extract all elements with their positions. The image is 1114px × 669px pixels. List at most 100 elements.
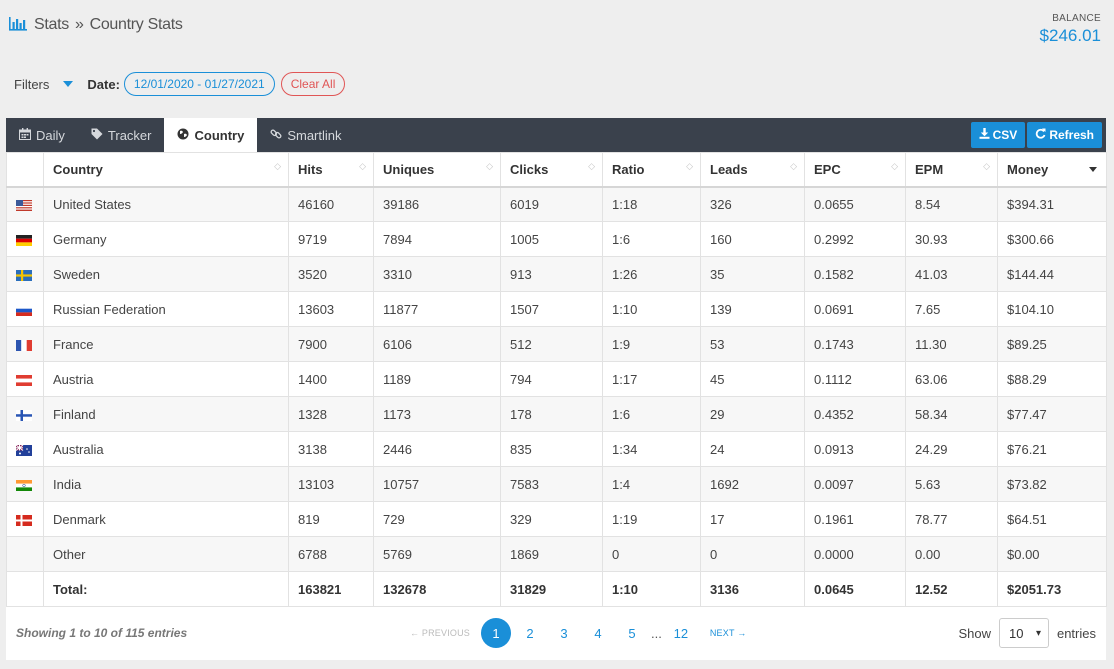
column-header-money[interactable]: Money xyxy=(997,152,1107,188)
refresh-button[interactable]: Refresh xyxy=(1027,122,1102,148)
cell-epm: 0.00 xyxy=(905,536,998,572)
cell-uniques: 6106 xyxy=(373,326,501,362)
breadcrumb-stats-link[interactable]: Stats xyxy=(34,15,69,33)
country-stats-table: Country ◇ Hits ◇ Uniques ◇ Clicks ◇ Ratio ◇ L… xyxy=(6,152,1107,607)
date-range-pill[interactable]: 12/01/2020 - 01/27/2021 xyxy=(123,72,275,96)
filters-toggle[interactable]: Filters xyxy=(14,76,50,92)
cell-money: $77.47 xyxy=(997,396,1107,432)
csv-button[interactable]: CSV xyxy=(970,122,1026,148)
sort-icon: ◇ xyxy=(274,161,281,171)
pagination-ellipsis: ... xyxy=(651,625,662,641)
page-size-select[interactable]: 10 ▾ xyxy=(998,618,1049,648)
fi-flag-icon xyxy=(16,407,32,422)
column-header-clicks[interactable]: Clicks ◇ xyxy=(500,152,603,188)
show-label: Show xyxy=(958,625,991,641)
cell-money: $144.44 xyxy=(997,256,1107,292)
cell-ratio: 1:6 xyxy=(602,396,701,432)
au-flag-icon xyxy=(16,442,32,457)
cell-hits: 1400 xyxy=(288,361,374,397)
table-row: France 7900 6106 512 1:9 53 0.1743 11.30 $89.25 xyxy=(6,326,1107,362)
cell-ratio: 1:10 xyxy=(602,291,701,327)
cell-clicks: 178 xyxy=(500,396,603,432)
flag-cell xyxy=(6,291,44,327)
tab-smartlink-label: Smartlink xyxy=(287,127,342,143)
cell-epc: 0.1743 xyxy=(804,326,906,362)
previous-page-button[interactable]: ← PREVIOUS xyxy=(410,628,471,638)
stats-panel: Daily Tracker Country Smartlink xyxy=(6,118,1107,660)
total-clicks: 31829 xyxy=(500,571,603,607)
page-4-button[interactable]: 4 xyxy=(594,625,602,641)
cell-money: $394.31 xyxy=(997,186,1107,222)
cell-epm: 5.63 xyxy=(905,466,998,502)
cell-leads: 17 xyxy=(700,501,805,537)
sort-icon: ◇ xyxy=(790,161,797,171)
page-3-button[interactable]: 3 xyxy=(560,625,568,641)
cell-hits: 6788 xyxy=(288,536,374,572)
cell-uniques: 7894 xyxy=(373,221,501,257)
tab-daily[interactable]: Daily xyxy=(6,118,78,152)
caret-down-icon[interactable] xyxy=(63,81,74,87)
us-flag-icon xyxy=(16,197,32,212)
cell-leads: 160 xyxy=(700,221,805,257)
de-flag-icon xyxy=(16,232,32,247)
cell-country: Other xyxy=(43,536,289,572)
total-epm: 12.52 xyxy=(905,571,998,607)
cell-leads: 24 xyxy=(700,431,805,467)
clear-all-button[interactable]: Clear All xyxy=(280,72,346,96)
page-5-button[interactable]: 5 xyxy=(628,625,636,641)
page-12-button[interactable]: 12 xyxy=(673,625,689,641)
sort-icon: ◇ xyxy=(686,161,693,171)
cell-hits: 13603 xyxy=(288,291,374,327)
column-header-ratio[interactable]: Ratio ◇ xyxy=(602,152,701,188)
cell-epc: 0.0913 xyxy=(804,431,906,467)
flag-cell xyxy=(6,396,44,432)
cell-hits: 3520 xyxy=(288,256,374,292)
column-header-uniques[interactable]: Uniques ◇ xyxy=(373,152,501,188)
cell-money: $76.21 xyxy=(997,431,1107,467)
globe-icon xyxy=(177,128,189,143)
balance-display: BALANCE $246.01 xyxy=(1040,13,1101,46)
cell-country: Sweden xyxy=(43,256,289,292)
cell-uniques: 3310 xyxy=(373,256,501,292)
table-row: Sweden 3520 3310 913 1:26 35 0.1582 41.03 $144.4… xyxy=(6,256,1107,292)
next-page-button[interactable]: NEXT → xyxy=(709,628,747,638)
cell-uniques: 11877 xyxy=(373,291,501,327)
column-header-label: EPM xyxy=(915,161,944,177)
page-2-button[interactable]: 2 xyxy=(526,625,534,641)
cell-leads: 29 xyxy=(700,396,805,432)
flag-cell xyxy=(6,501,44,537)
link-icon xyxy=(270,128,282,143)
cell-clicks: 6019 xyxy=(500,186,603,222)
fr-flag-icon xyxy=(16,337,32,352)
se-flag-icon xyxy=(16,267,32,282)
column-header-epc[interactable]: EPC ◇ xyxy=(804,152,906,188)
total-money: $2051.73 xyxy=(997,571,1107,607)
table-row: Australia 3138 2446 835 1:34 24 0.0913 24.29 $76… xyxy=(6,431,1107,467)
column-header-hits[interactable]: Hits ◇ xyxy=(288,152,374,188)
tab-smartlink[interactable]: Smartlink xyxy=(257,118,354,152)
tab-country[interactable]: Country xyxy=(164,118,258,152)
column-header-leads[interactable]: Leads ◇ xyxy=(700,152,805,188)
flag-cell xyxy=(6,536,44,572)
breadcrumb: Stats » Country Stats xyxy=(8,15,183,34)
cell-country: India xyxy=(43,466,289,502)
cell-epc: 0.0097 xyxy=(804,466,906,502)
column-header-label: Leads xyxy=(710,161,748,177)
date-filter-label: Date: xyxy=(87,76,120,92)
table-body: United States 46160 39186 6019 1:18 326 0.0655… xyxy=(6,186,1107,607)
cell-clicks: 794 xyxy=(500,361,603,397)
column-header-label: Uniques xyxy=(383,161,435,177)
column-header-epm[interactable]: EPM ◇ xyxy=(905,152,998,188)
tab-tracker[interactable]: Tracker xyxy=(78,118,165,152)
column-header-flag xyxy=(6,152,44,188)
cell-epc: 0.1961 xyxy=(804,501,906,537)
cell-hits: 3138 xyxy=(288,431,374,467)
total-ratio: 1:10 xyxy=(602,571,701,607)
sort-desc-icon xyxy=(1089,167,1097,172)
cell-leads: 139 xyxy=(700,291,805,327)
flag-cell xyxy=(6,186,44,222)
cell-leads: 326 xyxy=(700,186,805,222)
total-row: Total: 163821 132678 31829 1:10 3136 0.0645 12.… xyxy=(6,571,1107,607)
column-header-country[interactable]: Country ◇ xyxy=(43,152,289,188)
page-1-button[interactable]: 1 xyxy=(481,618,512,648)
